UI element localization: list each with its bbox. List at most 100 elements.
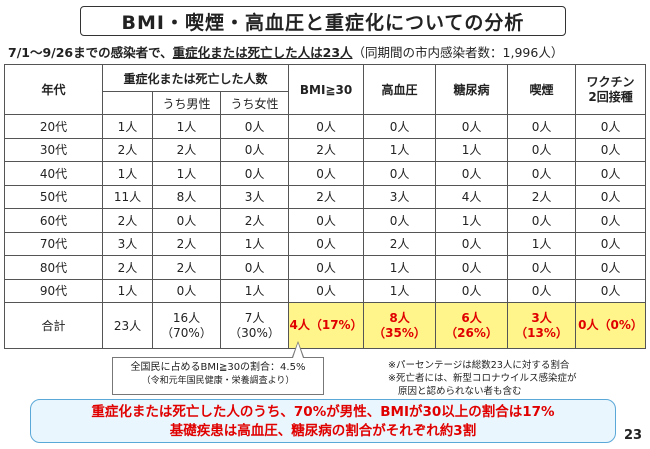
cell-diabetes: 0人: [435, 278, 509, 303]
cell-female: 1人: [219, 278, 290, 303]
cell-age: 50代: [4, 184, 103, 209]
cell-total: 1人: [102, 114, 153, 139]
cell-total: 2人: [102, 208, 153, 233]
total-vaccine: 0人（0%）: [575, 302, 647, 349]
header-total-blank: [102, 91, 153, 115]
cell-vaccine: 0人: [575, 184, 647, 209]
callout-pointer-fill: [293, 343, 303, 358]
total-hypertension: 8人（35%）: [363, 302, 437, 349]
cell-hypertension: 0人: [363, 161, 437, 186]
cell-vaccine: 0人: [575, 114, 647, 139]
cell-vaccine: 0人: [575, 278, 647, 303]
cell-hypertension: 1人: [363, 137, 437, 162]
cell-male: 0人: [152, 278, 221, 303]
cell-bmi: 2人: [288, 184, 365, 209]
cell-female: 2人: [219, 208, 290, 233]
cell-male: 8人: [152, 184, 221, 209]
cell-hypertension: 1人: [363, 255, 437, 280]
cell-total: 1人: [102, 161, 153, 186]
cell-total: 2人: [102, 255, 153, 280]
subtitle: 7/1～9/26までの感染者で、重症化または死亡した人は23人（同期間の市内感染…: [8, 42, 644, 61]
cell-male: 2人: [152, 231, 221, 256]
note-line2: ※死亡者には、新型コロナウイルス感染症が: [388, 372, 577, 384]
cell-total: 1人: [102, 278, 153, 303]
footnotes: ※パーセンテージは総数23人に対する割合 ※死亡者には、新型コロナウイルス感染症…: [388, 360, 648, 398]
header-vaccine-line2: 2回接種: [588, 89, 633, 104]
total-diabetes-pct: （26%）: [445, 325, 498, 340]
callout-line1: 全国民に占めるBMI≧30の割合：4.5%: [130, 362, 306, 373]
cell-female: 0人: [219, 137, 290, 162]
cell-bmi: 0人: [288, 231, 365, 256]
cell-smoking: 0人: [507, 208, 577, 233]
analysis-table: 年代 重症化または死亡した人数 BMI≧30 高血圧 糖尿病 喫煙 ワクチン 2回…: [4, 64, 647, 349]
cell-age: 30代: [4, 137, 103, 162]
cell-smoking: 1人: [507, 231, 577, 256]
subtitle-suffix: （同期間の市内感染者数：1,996人）: [352, 45, 564, 60]
cell-age: 60代: [4, 208, 103, 233]
cell-smoking: 2人: [507, 184, 577, 209]
cell-age: 20代: [4, 114, 103, 139]
cell-bmi: 2人: [288, 137, 365, 162]
cell-age: 40代: [4, 161, 103, 186]
total-row: 合計 23人 16人（70%） 7人（30%） 4人（17%） 8人（35%） …: [4, 302, 647, 349]
cell-hypertension: 3人: [363, 184, 437, 209]
cell-diabetes: 0人: [435, 255, 509, 280]
cell-total: 2人: [102, 137, 153, 162]
cell-hypertension: 0人: [363, 208, 437, 233]
table-body: 20代 1人 1人 0人 0人 0人 0人 0人 0人 30代 2人 2人 0人…: [4, 114, 647, 349]
total-female: 7人（30%）: [219, 302, 290, 349]
callout-line2: （令和元年国民健康・栄養調査より）: [141, 375, 295, 386]
total-male-count: 16人: [172, 310, 201, 325]
note-line3: 原因と認められない者も含む: [398, 385, 522, 397]
total-diabetes: 6人（26%）: [435, 302, 509, 349]
table-row: 90代 1人 0人 1人 0人 1人 0人 0人 0人: [4, 278, 647, 303]
total-vaccine-count: 0人: [578, 318, 599, 332]
table-row: 50代 11人 8人 3人 2人 3人 4人 2人 0人: [4, 184, 647, 209]
cell-vaccine: 0人: [575, 255, 647, 280]
cell-diabetes: 0人: [435, 114, 509, 139]
cell-diabetes: 1人: [435, 208, 509, 233]
total-smoking-pct: （13%）: [515, 325, 568, 340]
cell-male: 2人: [152, 137, 221, 162]
cell-smoking: 0人: [507, 161, 577, 186]
cell-diabetes: 4人: [435, 184, 509, 209]
total-hypertension-pct: （35%）: [373, 325, 426, 340]
total-smoking-count: 3人: [531, 310, 552, 325]
summary-box: 重症化または死亡した人のうち、70%が男性、BMIが30以上の割合は17% 基礎…: [30, 399, 616, 443]
cell-male: 1人: [152, 114, 221, 139]
bmi-callout: 全国民に占めるBMI≧30の割合：4.5% （令和元年国民健康・栄養調査より）: [112, 357, 324, 395]
cell-female: 1人: [219, 231, 290, 256]
total-vaccine-pct: （0%）: [598, 318, 643, 332]
cell-female: 3人: [219, 184, 290, 209]
cell-vaccine: 0人: [575, 208, 647, 233]
cell-smoking: 0人: [507, 255, 577, 280]
header-female: うち女性: [219, 91, 290, 115]
cell-diabetes: 0人: [435, 231, 509, 256]
cell-vaccine: 0人: [575, 231, 647, 256]
table-row: 40代 1人 1人 0人 0人 0人 0人 0人 0人: [4, 161, 647, 186]
cell-smoking: 0人: [507, 278, 577, 303]
total-label: 合計: [4, 302, 103, 349]
header-vaccine: ワクチン 2回接種: [575, 64, 647, 115]
page-number: 23: [624, 428, 643, 443]
cell-bmi: 0人: [288, 278, 365, 303]
cell-total: 11人: [102, 184, 153, 209]
page-title: BMI・喫煙・高血圧と重症化についての分析: [80, 6, 566, 36]
cell-hypertension: 2人: [363, 231, 437, 256]
note-line1: ※パーセンテージは総数23人に対する割合: [388, 360, 570, 371]
summary-line1: 重症化または死亡した人のうち、70%が男性、BMIが30以上の割合は17%: [91, 404, 555, 420]
cell-male: 0人: [152, 208, 221, 233]
subtitle-prefix: 7/1～9/26までの感染者で、: [8, 45, 173, 60]
cell-female: 0人: [219, 161, 290, 186]
cell-total: 3人: [102, 231, 153, 256]
cell-male: 1人: [152, 161, 221, 186]
total-male: 16人（70%）: [152, 302, 221, 349]
total-smoking: 3人（13%）: [507, 302, 577, 349]
cell-bmi: 0人: [288, 114, 365, 139]
cell-vaccine: 0人: [575, 161, 647, 186]
cell-male: 2人: [152, 255, 221, 280]
cell-smoking: 0人: [507, 114, 577, 139]
cell-age: 70代: [4, 231, 103, 256]
total-bmi-count: 4人: [289, 318, 310, 332]
cell-bmi: 0人: [288, 208, 365, 233]
